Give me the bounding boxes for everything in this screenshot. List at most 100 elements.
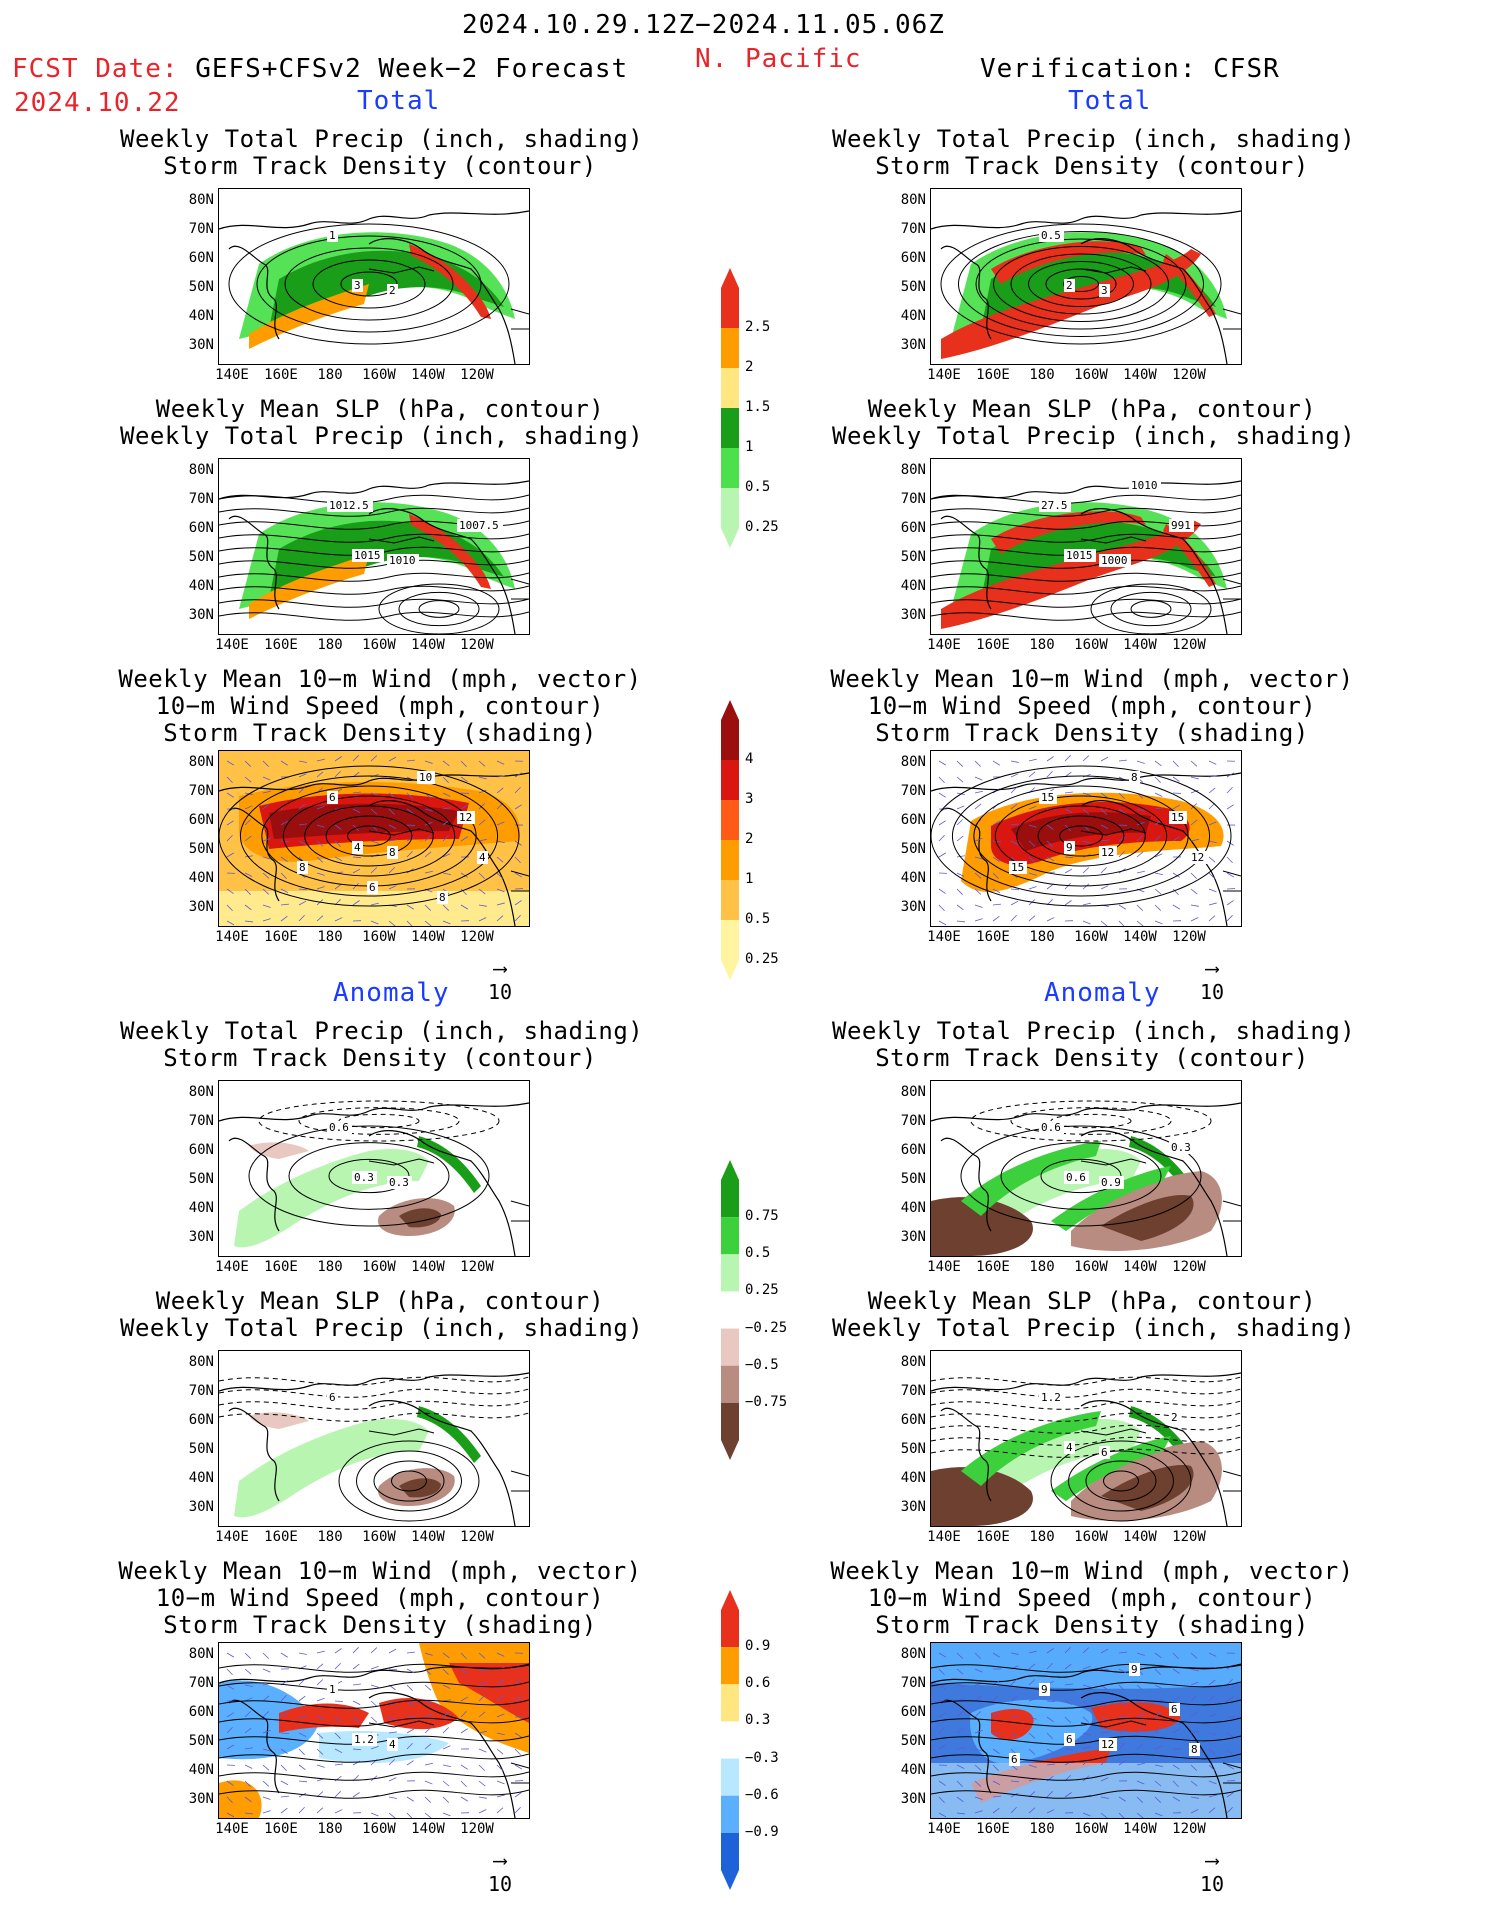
lat-tick-label: 70N (188, 783, 214, 799)
contour-label-bg (1009, 861, 1027, 874)
wind-vector (1226, 804, 1234, 810)
coastline-alaska-canada (368, 508, 516, 634)
lon-tick-label: 160W (362, 929, 396, 945)
wind-speed-contour (994, 795, 1168, 877)
wind-vector (992, 888, 1001, 894)
precip-shading-coast (1163, 524, 1216, 587)
contour-label: 6 (329, 1391, 336, 1404)
wind-vector (938, 1652, 947, 1658)
coastline-aleutians (1080, 266, 1147, 274)
state-borders (510, 308, 529, 330)
contour-label-bg (1039, 1121, 1064, 1134)
wind-vector (244, 920, 253, 923)
wind-vector (1226, 1696, 1234, 1702)
wind-vector (1172, 1780, 1179, 1788)
contour-label-bg (457, 811, 475, 824)
wind-vector (388, 1716, 397, 1721)
wind-vector (298, 1679, 305, 1686)
wind-vector (478, 1652, 486, 1659)
wind-vector (316, 1716, 325, 1720)
wind-vector (280, 1694, 287, 1702)
wind-vector (442, 1764, 451, 1767)
wind-vector (1172, 804, 1181, 810)
wind-vector (370, 1745, 379, 1750)
lat-tick-label: 60N (900, 812, 926, 828)
wind-vector (496, 1695, 503, 1702)
slp-high-contour (418, 600, 460, 618)
total-label-right: Total (1068, 86, 1152, 116)
wind-vector (406, 759, 415, 762)
wind-vector (496, 803, 503, 810)
wind-vector (262, 1796, 271, 1800)
map-panel-p11: 1 1.2 4 (218, 1642, 530, 1819)
wind-vector (1010, 1732, 1019, 1737)
coastline-north (219, 210, 529, 230)
wind-vector (1226, 1732, 1234, 1738)
lon-tick-label: 140E (927, 637, 961, 653)
wind-vector (316, 1697, 325, 1702)
slp-contour (219, 507, 529, 517)
title-wind-storm-ver-anom: Weekly Mean 10−m Wind (mph, vector) 10−m… (830, 1557, 1354, 1639)
coastline-asia (940, 1699, 992, 1794)
wind-vector (956, 1652, 964, 1659)
lat-tick-label: 60N (900, 250, 926, 266)
lat-tick-label: 30N (900, 607, 926, 623)
wind-vector (442, 1727, 449, 1734)
wind-vector (1028, 824, 1037, 828)
lon-tick-label: 180 (317, 1529, 343, 1545)
wind-vector (496, 840, 505, 844)
contour-label-bg (367, 881, 378, 894)
coastline-asia (228, 1699, 280, 1794)
storm-track-contour (940, 223, 1222, 345)
wind-vector (514, 1792, 522, 1798)
wind-vector (1154, 1796, 1162, 1803)
wind-vector (280, 915, 288, 922)
wind-vector (1226, 772, 1235, 778)
wind-vector (262, 904, 271, 908)
title-wind-storm-fcst-anom: Weekly Mean 10−m Wind (mph, vector) 10−m… (118, 1557, 642, 1639)
contour-label-bg (387, 554, 419, 567)
colorbar-segment (721, 488, 739, 528)
lat-tick-label: 30N (188, 337, 214, 353)
precip-shading-orange (249, 554, 369, 619)
wind-vector (974, 856, 983, 860)
wind-vector (1010, 1695, 1018, 1702)
wind-vector (1118, 1684, 1125, 1691)
wind-vector (1136, 1780, 1145, 1785)
wind-vector (1082, 1684, 1091, 1688)
wind-vector (1100, 1731, 1109, 1734)
wind-vector (1154, 1745, 1163, 1750)
wind-vector (1190, 1681, 1199, 1686)
lat-tick-label: 80N (188, 462, 214, 478)
slp-high-contour (1090, 583, 1212, 634)
wind-vector (1046, 1809, 1055, 1814)
wind-vector (298, 1732, 307, 1737)
wind-vector (1208, 872, 1216, 879)
lon-tick-label: 140E (215, 1529, 249, 1545)
wind-vector (244, 1711, 251, 1718)
wind-vector (370, 867, 378, 874)
wind-vector (938, 792, 946, 798)
wind-vector (280, 1712, 289, 1718)
coastline-aleutians (1080, 1158, 1147, 1166)
wind-anom-contour (931, 1681, 1241, 1691)
wind-vector (992, 760, 1000, 766)
wind-vector (1064, 1792, 1072, 1798)
contour-label-bg (1169, 519, 1194, 532)
wind-vector (1118, 1760, 1126, 1766)
contour-label-bg (387, 1176, 412, 1189)
wind-vector (1082, 840, 1091, 844)
colorbar-precip-anomaly (715, 1160, 745, 1464)
wind-vector (226, 776, 233, 784)
lon-tick-label: 180 (317, 367, 343, 383)
wind-vector (496, 1780, 505, 1785)
wind-vector (1100, 1796, 1109, 1799)
wind-vector (262, 1695, 270, 1702)
wind-vector (1154, 1652, 1162, 1659)
wind-vector (226, 1812, 235, 1818)
wind-vector (514, 1732, 522, 1738)
wind-vector (442, 1711, 450, 1718)
wind-vector (334, 917, 343, 922)
vector-ref-fcst-total: ⟶ 10 (487, 956, 513, 1004)
lon-tick-label: 180 (317, 1821, 343, 1837)
